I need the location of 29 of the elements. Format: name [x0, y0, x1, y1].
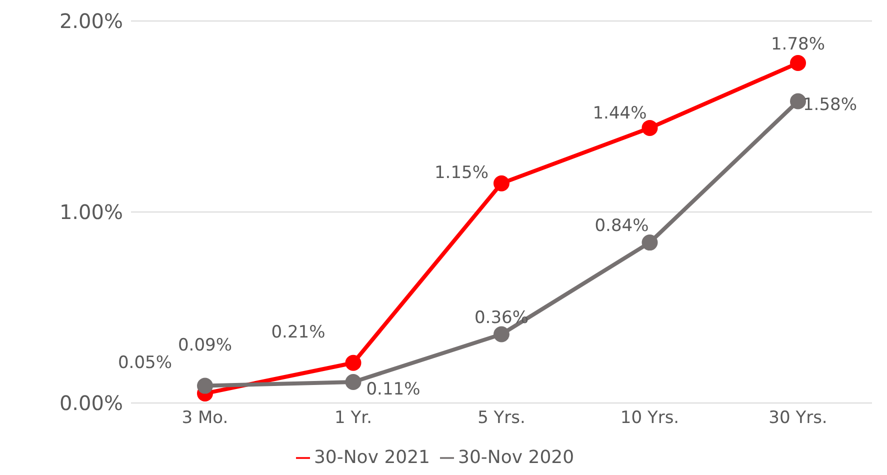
- point: [345, 354, 362, 371]
- data-label: 0.11%: [366, 380, 420, 400]
- x-tick-label: 5 Yrs.: [478, 408, 526, 428]
- data-label: 0.09%: [178, 335, 232, 356]
- point: [345, 374, 362, 390]
- point: [494, 175, 510, 192]
- point: [790, 93, 806, 110]
- x-tick-label: 10 Yrs.: [620, 408, 680, 428]
- legend-label: 30-Nov 2020: [458, 447, 574, 468]
- x-tick-label: 30 Yrs.: [768, 408, 828, 428]
- data-label: 0.21%: [271, 322, 326, 343]
- point: [494, 326, 510, 342]
- point: [790, 55, 806, 72]
- y-tick-label: 0.00%: [59, 391, 123, 416]
- data-label: 1.15%: [434, 162, 489, 184]
- point: [197, 378, 213, 394]
- point: [642, 234, 658, 251]
- data-label: 0.36%: [474, 308, 529, 328]
- x-tick-label: 3 Mo.: [182, 408, 228, 428]
- data-label: 1.44%: [592, 104, 647, 124]
- point: [642, 120, 658, 136]
- data-label: 1.78%: [770, 34, 826, 55]
- legend-label: 30-Nov 2021: [314, 447, 430, 468]
- y-tick-label: 1.00%: [59, 200, 123, 224]
- data-label: 1.58%: [802, 94, 858, 115]
- data-label: 0.05%: [118, 353, 172, 374]
- x-tick-label: 1 Yr.: [334, 408, 372, 428]
- data-label: 0.84%: [594, 216, 649, 236]
- y-tick-label: 2.00%: [59, 9, 123, 34]
